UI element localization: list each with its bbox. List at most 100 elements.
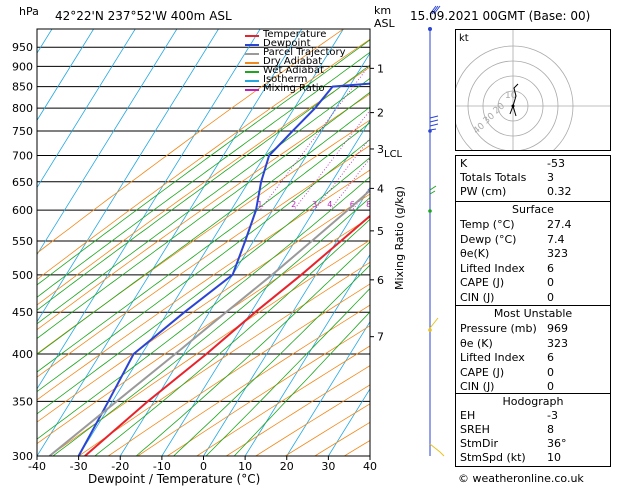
table-row-value: 0 [547, 365, 554, 379]
x-tick-label: -10 [153, 460, 171, 473]
isotherm [286, 320, 370, 456]
dry-adiabat [37, 119, 370, 355]
isotherm [37, 29, 136, 189]
table-row-label: Totals Totals [460, 171, 527, 184]
parcel-trajectory-line [48, 189, 370, 456]
dry-adiabat [49, 239, 370, 456]
table-row-value: 7.4 [547, 232, 565, 246]
wet-adiabat [37, 64, 370, 311]
mixing-ratio-label: 20 [419, 200, 429, 209]
legend-label: Parcel Trajectory [263, 47, 346, 58]
hodograph-table-panel: Hodograph EH -3 SREH 8 StmDir 36° StmSpd (kt) 1… [455, 393, 611, 467]
dry-adiabat [108, 283, 370, 456]
table-row-value: 0 [547, 380, 554, 393]
table-row-label: Lifted Index [460, 351, 525, 364]
x-tick-label: -40 [28, 460, 46, 473]
km-tick-label: 2 [377, 107, 384, 120]
isotherm [161, 119, 370, 456]
x-tick-label: 20 [280, 460, 294, 473]
km-tick-label: 1 [377, 62, 384, 75]
table-row-label: StmSpd (kt) [460, 451, 526, 464]
dry-adiabat [37, 38, 370, 280]
km-tick-label: 5 [377, 225, 384, 238]
table-row-label: Dewp (°C) [460, 232, 517, 246]
km-label: km [374, 4, 392, 17]
wet-adiabat [37, 77, 370, 325]
table-row-label: Lifted Index [460, 261, 525, 275]
legend-swatch [245, 53, 259, 55]
dry-adiabat [37, 169, 370, 401]
km-tick-label: 6 [377, 274, 384, 287]
wet-adiabat [173, 264, 370, 456]
background-lines: 1 2 3 4 6 8 10 15 20 25 [37, 29, 429, 456]
legend-item: Parcel Trajectory [245, 47, 375, 59]
datetime-label: 15.09.2021 00GMT (Base: 00) [410, 9, 591, 23]
pressure-tick-label: 900 [12, 60, 33, 73]
most-unstable-title: Most Unstable [493, 307, 573, 320]
table-row-label: CAPE (J) [460, 276, 505, 289]
legend-item: Mixing Ratio [245, 83, 375, 95]
table-row-label: Pressure (mb) [460, 322, 537, 335]
legend-item: Temperature [245, 29, 375, 41]
x-tick-label: 0 [200, 460, 207, 473]
dry-adiabat [37, 93, 370, 331]
location-label: 42°22'N 237°52'W 400m ASL [55, 9, 232, 23]
table-row-value: 36° [547, 437, 567, 450]
table-row-label: CIN (J) [460, 380, 495, 393]
legend-swatch [245, 44, 259, 46]
dry-adiabat [37, 216, 370, 445]
hodograph-table-title: Hodograph [502, 395, 564, 408]
mixing-ratio-label: 4 [327, 200, 332, 209]
wet-adiabat [37, 106, 370, 355]
x-axis-title: Dewpoint / Temperature (°C) [88, 472, 261, 486]
isotherm [203, 186, 370, 456]
legend-label: Temperature [263, 29, 327, 40]
legend-swatch [245, 71, 259, 73]
asl-label: ASL [374, 17, 395, 30]
mixing-ratio-label: 10 [377, 200, 387, 209]
wet-adiabat [37, 122, 370, 373]
dewpoint-line [77, 82, 370, 456]
surface-title: Surface [512, 203, 554, 216]
temperature-line [84, 214, 370, 456]
table-row-value: 0.32 [547, 185, 572, 198]
table-row-label: CAPE (J) [460, 365, 505, 379]
surface-panel: Surface Temp (°C) 27.4 Dewp (°C) 7.4 θe(K) 32… [455, 201, 611, 307]
mixing-ratio-label: 1 [257, 200, 262, 209]
lcl-label: LCL [384, 149, 403, 160]
hodograph-ring-label-10: 10 [505, 91, 517, 101]
wet-adiabat [37, 176, 370, 440]
km-tick-label: 7 [377, 331, 384, 344]
pressure-tick-label: 750 [12, 125, 33, 138]
pressure-tick-label: 950 [12, 41, 33, 54]
isotherm [244, 253, 370, 456]
hodograph-panel: kt 10 20 30 40 [452, 29, 611, 167]
most-unstable-panel: Most Unstable Pressure (mb) 969 θe (K) 323 L… [455, 305, 611, 395]
dry-adiabat [37, 193, 370, 423]
legend-label: Mixing Ratio [263, 83, 325, 94]
table-row-value: 6 [547, 261, 554, 275]
wind-barbs [428, 5, 445, 457]
table-row-value: 0 [547, 290, 554, 304]
km-tick-label: 4 [377, 182, 384, 195]
table-row-value: 0 [547, 276, 554, 289]
mixing-ratio-line [259, 63, 370, 211]
hpa-label: hPa [19, 5, 39, 18]
axes: 3003504004505005506006507007508008509009… [12, 41, 403, 473]
legend-swatch [245, 80, 259, 82]
pressure-tick-label: 300 [12, 450, 33, 463]
table-row-label: θe(K) [460, 247, 490, 260]
table-row-value: 10 [547, 451, 561, 464]
profile-lines [48, 82, 370, 456]
table-row-label: EH [460, 409, 476, 422]
hodograph-storm-motion [511, 104, 515, 108]
table-row-label: PW (cm) [460, 185, 507, 198]
hodograph-kt-label: kt [459, 33, 469, 44]
legend-item: Wet Adiabat [245, 65, 375, 77]
isotherm [37, 29, 261, 390]
mixing-ratio-label: 2 [291, 200, 296, 209]
pressure-tick-label: 500 [12, 269, 33, 282]
table-row-label: K [460, 157, 468, 170]
legend-label: Isotherm [263, 74, 308, 85]
